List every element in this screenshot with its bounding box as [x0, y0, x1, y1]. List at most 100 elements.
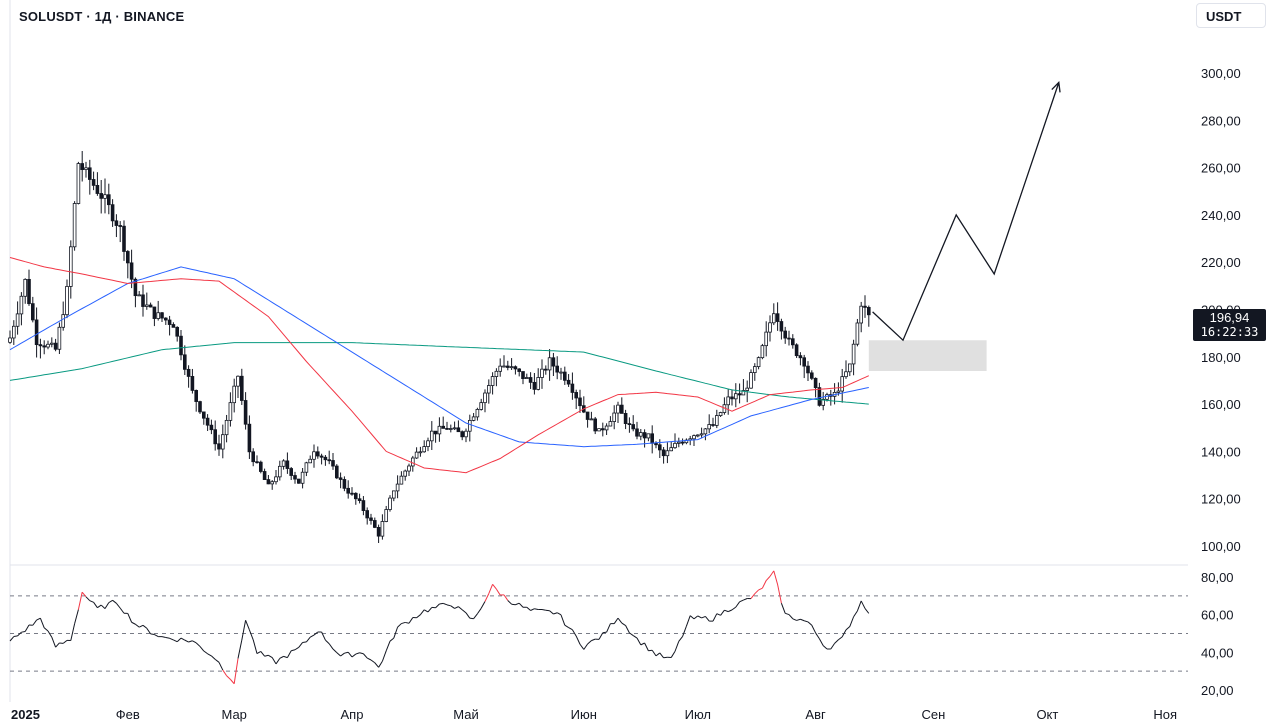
candle-down: [802, 357, 806, 367]
rsi-segment: [560, 614, 566, 626]
candle-up: [669, 447, 673, 452]
rsi-segment: [632, 635, 638, 639]
rsi-segment: [469, 617, 474, 620]
rsi-segment: [279, 655, 284, 659]
candle-up: [304, 462, 309, 473]
candle-down: [361, 500, 366, 511]
rsi-segment: [370, 659, 376, 664]
candle-up: [760, 345, 765, 359]
last-price-badge: 196,94 16:22:33: [1193, 309, 1266, 341]
rsi-segment: [93, 601, 98, 608]
price-pane[interactable]: [8, 0, 1188, 702]
candle-up: [696, 434, 700, 437]
candle-up: [536, 377, 540, 390]
candle-up: [46, 343, 50, 348]
projection-arrowhead: [1051, 81, 1061, 93]
rsi-segment: [336, 652, 341, 657]
rsi-tick-label: 80,00: [1201, 570, 1234, 585]
time-axis[interactable]: 2025 Фев Мар Апр Май Июн Июл Авг Сен Окт Ноя: [11, 707, 1177, 722]
rsi-segment: [309, 634, 315, 638]
rsi-segment: [21, 631, 26, 633]
candle-up: [281, 460, 286, 467]
rsi-segment: [24, 624, 30, 632]
candle-down: [654, 442, 658, 446]
candle-down: [194, 390, 199, 402]
rsi-segment: [743, 598, 748, 601]
rsi-segment: [507, 600, 512, 605]
rsi-segment: [294, 646, 300, 651]
candle-down: [730, 396, 734, 400]
rsi-segment: [55, 642, 60, 648]
candle-up: [741, 390, 746, 396]
rsi-segment: [773, 570, 779, 585]
candle-up: [756, 357, 761, 368]
rsi-segment: [777, 584, 782, 604]
rsi-segment: [818, 638, 824, 646]
candle-down: [160, 312, 164, 319]
support-zone[interactable]: [868, 340, 987, 371]
candle-up: [410, 457, 415, 467]
candle-down: [642, 432, 647, 439]
candle-down: [658, 444, 662, 451]
candle-up: [388, 497, 392, 510]
projection-path[interactable]: [872, 82, 1060, 342]
price-tick-label: 300,00: [1201, 66, 1241, 81]
candle-up: [851, 343, 856, 365]
rsi-segment: [454, 606, 459, 609]
rsi-segment: [389, 637, 395, 642]
candle-down: [289, 468, 293, 476]
candle-up: [137, 294, 142, 297]
rsi-segment: [9, 636, 15, 642]
rsi-segment: [142, 624, 148, 629]
candle-up: [639, 432, 643, 437]
candle-down: [266, 479, 271, 485]
candle-up: [395, 483, 400, 492]
price-axis[interactable]: 300,00280,00260,00240,00220,00200,00180,…: [1201, 66, 1241, 698]
rsi-segment: [720, 609, 725, 616]
candle-up: [475, 409, 480, 418]
rsi-segment: [625, 625, 630, 634]
candle-up: [277, 465, 282, 478]
rsi-segment: [321, 631, 326, 641]
rsi-segment: [727, 609, 733, 613]
rsi-segment: [150, 633, 155, 636]
candles-group: [8, 151, 871, 544]
rsi-segment: [420, 609, 425, 615]
rsi-pane[interactable]: [9, 570, 1188, 685]
candle-down: [95, 184, 100, 194]
candle-down: [126, 251, 130, 264]
rsi-segment: [36, 617, 41, 621]
candle-down: [148, 304, 153, 308]
candle-down: [376, 527, 381, 537]
candle-up: [840, 376, 844, 392]
candle-up: [232, 385, 237, 404]
candle-up: [745, 387, 749, 391]
rsi-segment: [845, 626, 851, 631]
candle-down: [190, 376, 195, 391]
time-tick-label: Окт: [1036, 707, 1058, 722]
rsi-segment: [180, 637, 186, 641]
rsi-segment: [237, 640, 243, 659]
rsi-segment: [724, 609, 729, 613]
rsi-segment: [378, 660, 383, 668]
rsi-segment: [841, 629, 847, 638]
candle-down: [118, 225, 123, 227]
candle-down: [163, 317, 168, 321]
candle-up: [270, 481, 274, 485]
rsi-segment: [769, 570, 775, 577]
rsi-segment: [853, 610, 858, 618]
rsi-segment: [534, 608, 539, 610]
rsi-segment: [51, 637, 57, 648]
rsi-segment: [446, 604, 451, 607]
rsi-segment: [435, 603, 440, 609]
rsi-segment: [127, 613, 133, 623]
rsi-segment: [530, 608, 535, 611]
rsi-segment: [788, 614, 794, 620]
candle-up: [467, 419, 472, 432]
rsi-segment: [169, 637, 174, 641]
currency-button[interactable]: USDT: [1196, 3, 1266, 28]
candle-down: [867, 307, 871, 316]
time-tick-label: Мар: [221, 707, 246, 722]
candle-down: [258, 461, 263, 472]
